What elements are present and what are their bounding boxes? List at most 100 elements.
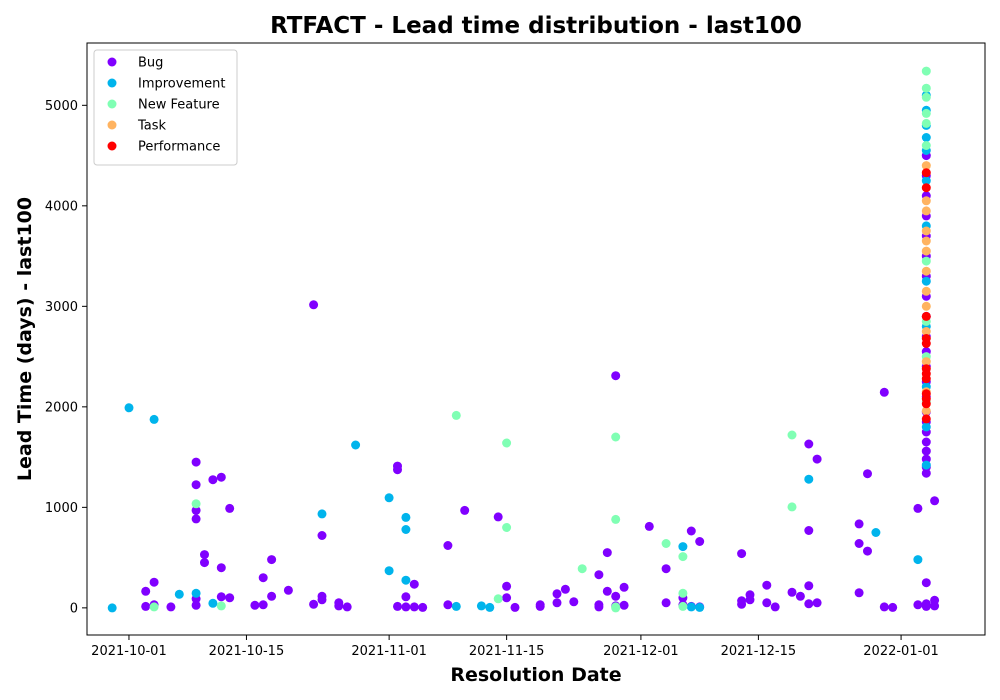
point-bug (619, 582, 629, 592)
point-bug (611, 371, 621, 381)
point-improvement (208, 598, 218, 608)
point-bug (560, 584, 570, 594)
legend-label: Bug (138, 56, 163, 71)
point-improvement (695, 602, 705, 612)
x-tick-label: 2021-12-01 (603, 644, 679, 659)
point-bug (737, 549, 747, 559)
point-new-feature (577, 564, 587, 574)
point-bug (745, 595, 755, 605)
point-bug (309, 300, 319, 310)
point-improvement (476, 601, 486, 611)
y-tick-label: 2000 (45, 400, 78, 415)
point-task (921, 246, 931, 256)
point-bug (795, 591, 805, 601)
point-bug (443, 600, 453, 610)
point-new-feature (502, 438, 512, 448)
point-improvement (913, 555, 923, 565)
point-bug (225, 503, 235, 513)
point-improvement (401, 575, 411, 585)
point-bug (460, 505, 470, 515)
point-performance (921, 389, 931, 399)
point-task (921, 161, 931, 171)
point-bug (863, 546, 872, 556)
point-improvement (384, 566, 394, 576)
x-tick-label: 2022-01-01 (863, 644, 939, 659)
point-improvement (401, 512, 411, 522)
point-performance (921, 334, 931, 343)
point-new-feature (921, 66, 931, 76)
point-task (921, 357, 931, 367)
point-bug (552, 589, 562, 599)
point-bug (191, 600, 201, 610)
point-improvement (149, 414, 159, 424)
point-bug (334, 598, 344, 608)
point-improvement (124, 403, 134, 413)
point-bug (804, 581, 814, 591)
x-tick-label: 2021-11-15 (469, 644, 545, 659)
point-task (921, 196, 931, 206)
point-new-feature (678, 552, 688, 562)
point-bug (863, 469, 872, 479)
point-improvement (678, 542, 688, 552)
point-new-feature (921, 92, 931, 102)
point-bug (418, 602, 428, 612)
point-bug (888, 602, 898, 612)
y-tick-label: 3000 (45, 300, 78, 315)
point-new-feature (216, 601, 226, 611)
point-bug (737, 599, 747, 609)
y-tick-label: 5000 (45, 99, 78, 114)
point-new-feature (191, 499, 201, 509)
x-tick-label: 2021-12-15 (721, 644, 797, 659)
point-bug (502, 581, 512, 591)
legend-label: Improvement (138, 77, 225, 92)
points-layer (107, 66, 940, 613)
point-bug (854, 539, 864, 548)
point-task (921, 226, 931, 236)
point-bug (594, 570, 604, 580)
point-bug (267, 591, 277, 601)
point-performance (921, 364, 931, 374)
point-improvement (451, 601, 461, 611)
point-new-feature (611, 432, 621, 442)
point-bug (804, 599, 814, 609)
point-bug (787, 587, 797, 597)
point-bug (409, 602, 419, 612)
point-bug (258, 573, 268, 583)
point-improvement (401, 525, 411, 534)
point-bug (913, 600, 923, 610)
point-performance (921, 168, 931, 178)
point-improvement (317, 509, 327, 519)
point-bug (250, 600, 260, 610)
x-tick-label: 2021-10-01 (91, 644, 167, 659)
point-bug (535, 601, 545, 611)
point-bug (493, 512, 503, 522)
point-bug (191, 480, 201, 490)
legend-marker-new-feature (107, 99, 117, 109)
point-task (921, 206, 931, 216)
point-bug (216, 592, 226, 602)
point-bug (686, 526, 696, 536)
point-improvement (174, 589, 184, 599)
point-improvement (485, 602, 495, 612)
point-improvement (191, 588, 201, 598)
point-bug (921, 446, 931, 456)
point-bug (921, 578, 931, 588)
y-axis: 0 1000 2000 3000 4000 5000 (45, 99, 87, 616)
x-tick-label: 2021-10-15 (209, 644, 285, 659)
point-new-feature (149, 602, 159, 612)
point-new-feature (502, 523, 512, 532)
point-bug (930, 601, 940, 611)
point-bug (804, 439, 814, 449)
point-new-feature (921, 256, 931, 266)
point-bug (502, 593, 512, 603)
legend-marker-task (107, 120, 117, 130)
legend-label: New Feature (138, 98, 220, 113)
point-bug (267, 555, 277, 565)
point-bug (216, 472, 226, 482)
point-new-feature (921, 108, 931, 118)
point-bug (225, 593, 235, 603)
x-tick-label: 2021-11-01 (351, 644, 427, 659)
point-bug (191, 457, 201, 467)
point-bug (443, 541, 453, 550)
